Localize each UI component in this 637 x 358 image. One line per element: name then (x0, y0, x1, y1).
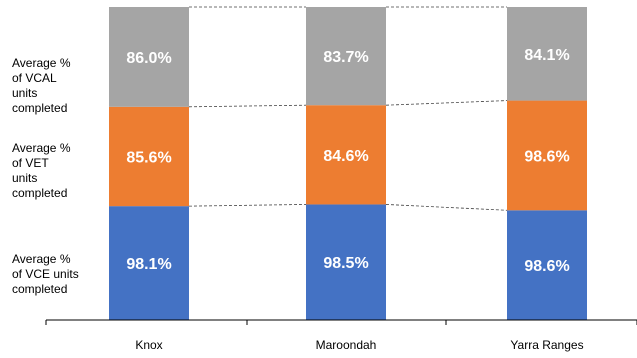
data-label-yarra-ranges-series-2: 84.1% (524, 47, 569, 64)
x-tick-label-maroondah: Maroondah (316, 338, 377, 352)
row-label-vcal: Average % of VCAL units completed (12, 56, 71, 115)
data-label-knox-series-2: 86.0% (126, 50, 171, 67)
bar-yarra-ranges-series-0 (507, 210, 587, 320)
data-label-maroondah-series-2: 83.7% (323, 49, 368, 66)
bar-knox-series-2 (109, 7, 189, 107)
series-line-1-1 (385, 100, 508, 106)
data-label-knox-series-0: 98.1% (126, 256, 171, 273)
bars: 98.1% 85.6% 86.0% 98.5% 84.6% 83.7% 98.6% 98.6%… (109, 7, 587, 320)
data-label-maroondah-series-0: 98.5% (323, 255, 368, 272)
data-label-yarra-ranges-series-0: 98.6% (524, 258, 569, 275)
series-line-0-1 (385, 204, 508, 211)
x-axis-ticks: Knox Maroondah Yarra Ranges (45, 320, 637, 352)
series-line-1-0 (188, 104, 307, 108)
series-line-0-0 (188, 204, 307, 207)
bar-maroondah-series-2 (306, 7, 386, 106)
bar-yarra-ranges-series-1 (507, 100, 587, 211)
x-tick-label-yarra-ranges: Yarra Ranges (510, 338, 583, 352)
bar-knox-series-1 (109, 106, 189, 207)
x-tick-label-knox: Knox (135, 338, 162, 352)
row-label-vce: Average % of VCE units completed (12, 252, 79, 296)
bar-yarra-ranges-series-2 (507, 7, 587, 101)
data-label-yarra-ranges-series-1: 98.6% (524, 148, 569, 165)
row-label-vet: Average % of VET units completed (12, 141, 71, 200)
series-connector-lines (188, 6, 508, 211)
bar-maroondah-series-1 (306, 105, 386, 205)
bar-knox-series-0 (109, 206, 189, 320)
data-label-knox-series-1: 85.6% (126, 149, 171, 166)
data-label-maroondah-series-1: 84.6% (323, 148, 368, 165)
bar-maroondah-series-0 (306, 204, 386, 320)
